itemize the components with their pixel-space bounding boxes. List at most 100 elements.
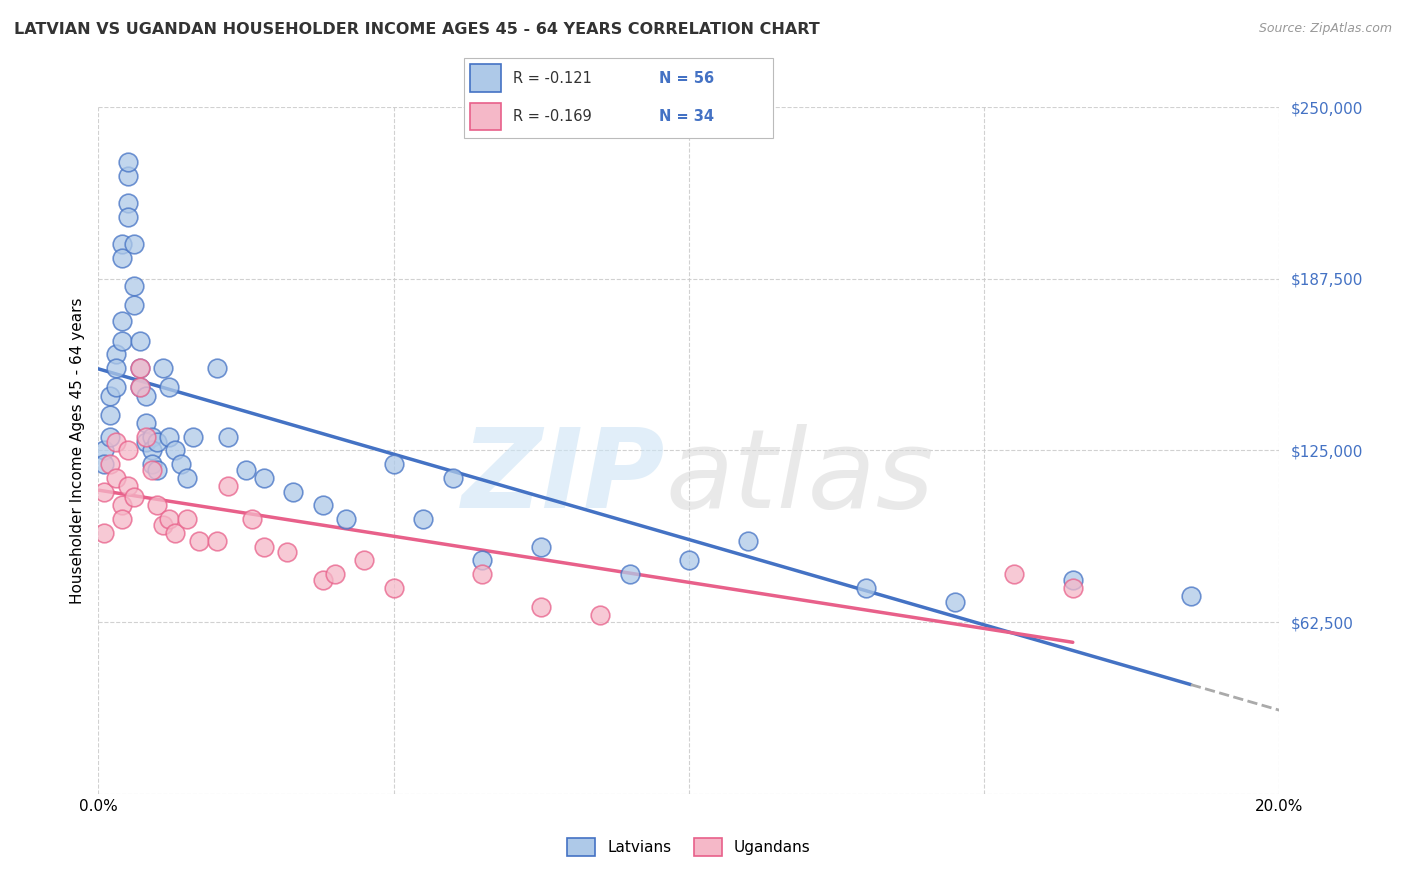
- Point: [98, 457, 121, 471]
- Text: ZIP: ZIP: [461, 425, 665, 532]
- Point: [98, 408, 121, 422]
- Text: R = -0.121: R = -0.121: [513, 71, 592, 87]
- Point: [98, 388, 121, 402]
- Point: [471, 567, 494, 582]
- Point: [105, 347, 128, 361]
- Point: [105, 361, 128, 376]
- Point: [117, 155, 139, 169]
- FancyBboxPatch shape: [470, 64, 501, 92]
- Point: [253, 471, 276, 485]
- Point: [312, 573, 335, 587]
- Point: [312, 499, 335, 513]
- Point: [146, 435, 169, 450]
- FancyBboxPatch shape: [464, 58, 773, 138]
- Point: [217, 430, 239, 444]
- Point: [117, 443, 139, 458]
- Text: atlas: atlas: [665, 425, 934, 532]
- Point: [122, 237, 145, 252]
- Point: [276, 545, 298, 559]
- Y-axis label: Householder Income Ages 45 - 64 years: Householder Income Ages 45 - 64 years: [69, 297, 84, 604]
- Point: [111, 499, 134, 513]
- Legend: Latvians, Ugandans: Latvians, Ugandans: [561, 832, 817, 862]
- Point: [93, 443, 115, 458]
- FancyBboxPatch shape: [470, 103, 501, 130]
- Point: [441, 471, 464, 485]
- Point: [855, 581, 877, 595]
- Text: N = 34: N = 34: [659, 109, 714, 124]
- Point: [93, 457, 115, 471]
- Point: [737, 534, 759, 549]
- Point: [111, 314, 134, 328]
- Point: [122, 278, 145, 293]
- Point: [157, 430, 180, 444]
- Point: [170, 457, 193, 471]
- Point: [128, 334, 150, 348]
- Point: [128, 361, 150, 376]
- Point: [93, 525, 115, 540]
- Point: [141, 430, 163, 444]
- Text: N = 56: N = 56: [659, 71, 714, 87]
- Point: [1062, 573, 1084, 587]
- Point: [187, 534, 209, 549]
- Point: [1002, 567, 1025, 582]
- Point: [111, 251, 134, 265]
- Point: [471, 553, 494, 567]
- Point: [146, 463, 169, 477]
- Point: [283, 484, 305, 499]
- Point: [253, 540, 276, 554]
- Point: [530, 600, 553, 615]
- Point: [205, 534, 228, 549]
- Point: [619, 567, 641, 582]
- Point: [128, 361, 150, 376]
- Point: [135, 388, 157, 402]
- Point: [412, 512, 434, 526]
- Point: [146, 499, 169, 513]
- Point: [141, 443, 163, 458]
- Point: [135, 430, 157, 444]
- Point: [353, 553, 375, 567]
- Point: [135, 416, 157, 430]
- Point: [165, 443, 187, 458]
- Point: [335, 512, 357, 526]
- Point: [589, 608, 612, 623]
- Point: [117, 169, 139, 183]
- Point: [111, 334, 134, 348]
- Point: [157, 380, 180, 394]
- Point: [943, 594, 966, 608]
- Point: [181, 430, 204, 444]
- Point: [382, 457, 405, 471]
- Point: [93, 484, 115, 499]
- Point: [165, 525, 187, 540]
- Point: [323, 567, 346, 582]
- Point: [117, 210, 139, 224]
- Point: [135, 435, 157, 450]
- Point: [240, 512, 263, 526]
- Point: [141, 463, 163, 477]
- Point: [678, 553, 700, 567]
- Point: [1180, 589, 1202, 603]
- Point: [152, 361, 174, 376]
- Point: [128, 380, 150, 394]
- Text: R = -0.169: R = -0.169: [513, 109, 592, 124]
- Point: [152, 517, 174, 532]
- Point: [122, 298, 145, 312]
- Point: [105, 471, 128, 485]
- Point: [117, 479, 139, 493]
- Point: [111, 237, 134, 252]
- Text: LATVIAN VS UGANDAN HOUSEHOLDER INCOME AGES 45 - 64 YEARS CORRELATION CHART: LATVIAN VS UGANDAN HOUSEHOLDER INCOME AG…: [14, 22, 820, 37]
- Point: [111, 512, 134, 526]
- Point: [382, 581, 405, 595]
- Point: [105, 380, 128, 394]
- Point: [176, 471, 198, 485]
- Point: [217, 479, 239, 493]
- Point: [117, 196, 139, 211]
- Point: [176, 512, 198, 526]
- Point: [235, 463, 257, 477]
- Point: [128, 380, 150, 394]
- Point: [530, 540, 553, 554]
- Point: [98, 430, 121, 444]
- Point: [122, 490, 145, 504]
- Text: Source: ZipAtlas.com: Source: ZipAtlas.com: [1258, 22, 1392, 36]
- Point: [141, 457, 163, 471]
- Point: [105, 435, 128, 450]
